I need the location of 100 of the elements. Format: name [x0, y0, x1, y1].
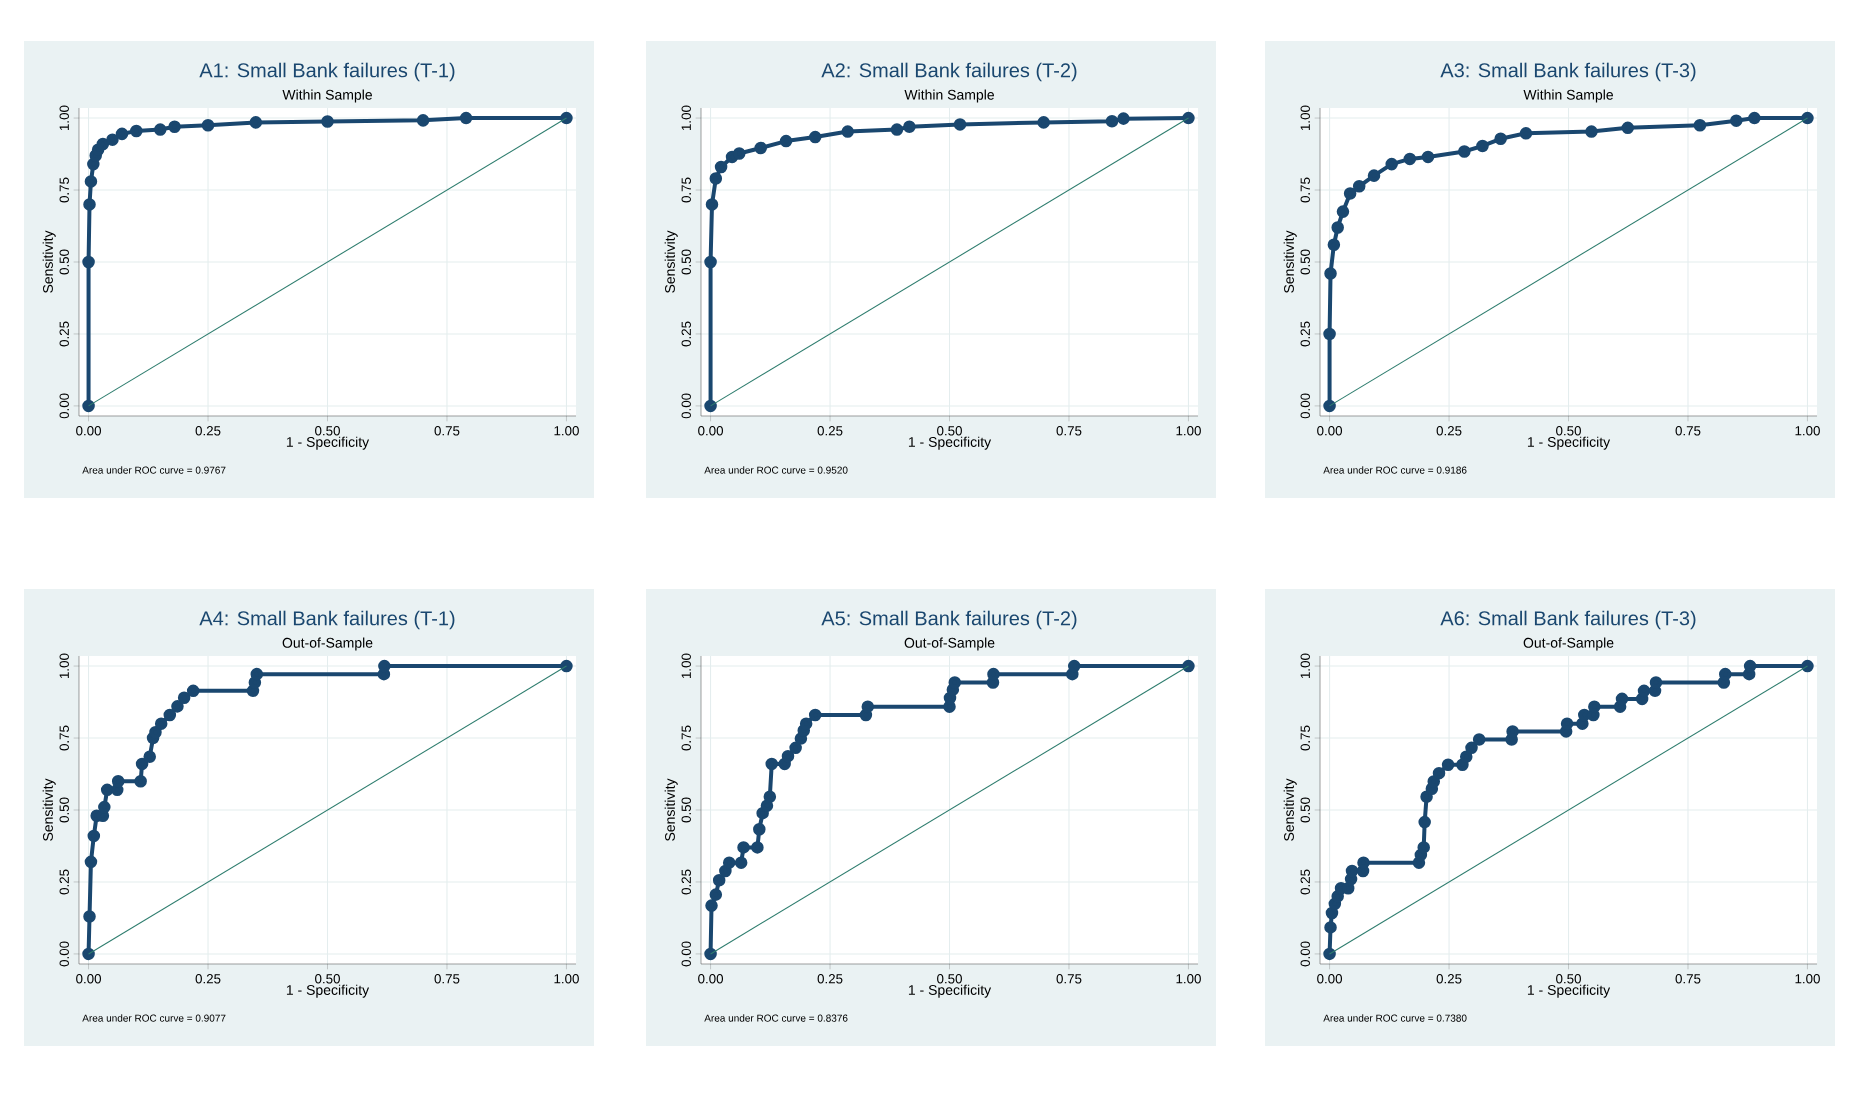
text: Area under ROC curve = 0.9186: [1323, 466, 1467, 474]
point: [1693, 118, 1707, 132]
point: [808, 130, 822, 144]
y-tick-label: 0.00: [681, 393, 691, 419]
point: [1352, 180, 1366, 193]
point: [130, 124, 143, 138]
point: [1427, 775, 1441, 788]
text: Area under ROC curve = 0.9077: [82, 1014, 226, 1022]
x-tick-label: 0.25: [817, 426, 843, 436]
point: [709, 172, 723, 185]
point: [378, 659, 391, 673]
point: [1519, 127, 1533, 140]
point: [1105, 114, 1119, 128]
point: [1327, 238, 1341, 251]
point: [1420, 790, 1433, 804]
point: [135, 757, 149, 771]
point: [154, 717, 168, 730]
point: [1345, 864, 1359, 878]
point: [799, 717, 813, 730]
y-tick-label: 0.75: [681, 177, 691, 203]
point: [763, 790, 777, 804]
y-tick-label: 0.50: [59, 249, 69, 275]
y-tick-label: 0.25: [59, 869, 69, 895]
point: [83, 198, 96, 211]
y-tick-label: 0.50: [59, 797, 69, 823]
point: [704, 255, 717, 269]
point: [714, 160, 728, 174]
y-tick-label: 0.25: [1300, 321, 1310, 347]
x-axis-title: 1 - Specificity: [908, 984, 992, 998]
x-tick-label: 0.50: [937, 426, 962, 436]
point: [1476, 139, 1489, 153]
point: [100, 783, 114, 797]
x-tick-label: 0.25: [1436, 426, 1462, 436]
point: [890, 123, 904, 136]
point: [249, 116, 263, 129]
point: [111, 774, 125, 788]
y-axis-title: Sensitivity: [42, 778, 56, 841]
point: [1403, 152, 1417, 166]
point: [82, 255, 95, 269]
point: [1324, 921, 1337, 934]
point: [87, 157, 100, 171]
point: [779, 134, 793, 148]
point: [712, 873, 726, 887]
point: [1743, 659, 1757, 673]
y-tick-label: 0.75: [1300, 177, 1310, 203]
point: [1037, 116, 1050, 129]
point: [321, 115, 334, 128]
point: [1417, 841, 1430, 854]
point: [98, 800, 111, 814]
x-tick-label: 1.00: [554, 426, 579, 436]
point: [1578, 708, 1591, 722]
y-tick-label: 0.50: [681, 797, 691, 823]
point: [1418, 815, 1431, 829]
y-axis-title: Sensitivity: [42, 230, 56, 293]
point: [953, 118, 967, 131]
y-tick-label: 0.25: [681, 869, 691, 895]
point: [1472, 733, 1486, 746]
point: [789, 741, 802, 755]
point: [87, 829, 101, 843]
point: [753, 823, 766, 836]
y-tick-label: 0.25: [59, 321, 69, 347]
x-tick-label: 0.00: [76, 426, 102, 436]
point: [1729, 114, 1743, 127]
point: [705, 198, 719, 211]
y-axis-title: Sensitivity: [664, 778, 678, 841]
point: [1621, 121, 1635, 135]
point: [719, 864, 732, 878]
point: [1588, 700, 1601, 713]
chart-subtitle: Within Sample: [1523, 89, 1613, 103]
point: [1637, 684, 1651, 698]
x-axis-title: 1 - Specificity: [1527, 436, 1611, 450]
point: [734, 856, 748, 869]
point: [1456, 758, 1469, 772]
x-tick-label: 1.00: [1176, 974, 1201, 984]
point: [134, 774, 147, 788]
point: [760, 799, 774, 812]
point: [106, 133, 119, 146]
x-tick-label: 0.25: [195, 974, 221, 984]
point: [96, 137, 110, 151]
point: [416, 114, 430, 127]
point: [722, 856, 736, 869]
point: [1331, 890, 1344, 903]
point: [171, 700, 184, 713]
point: [1465, 741, 1478, 755]
y-axis-title: Sensitivity: [664, 230, 678, 293]
x-tick-label: 1.00: [1795, 974, 1820, 984]
y-tick-label: 1.00: [1300, 105, 1310, 131]
y-tick-label: 1.00: [1300, 653, 1310, 679]
point: [1441, 758, 1455, 772]
chart-subtitle: Out-of-Sample: [904, 637, 995, 651]
text: Area under ROC curve = 0.8376: [704, 1014, 848, 1022]
x-tick-label: 1.00: [1795, 426, 1820, 436]
x-tick-label: 0.50: [1556, 974, 1581, 984]
point: [84, 855, 98, 869]
point: [1117, 112, 1130, 125]
y-axis-title: Sensitivity: [1283, 778, 1297, 841]
x-tick-label: 0.50: [315, 426, 340, 436]
point: [1748, 111, 1761, 125]
point: [186, 684, 200, 698]
point: [1432, 766, 1446, 780]
